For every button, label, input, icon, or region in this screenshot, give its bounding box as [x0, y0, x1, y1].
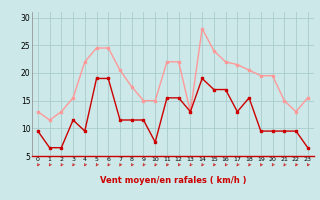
X-axis label: Vent moyen/en rafales ( km/h ): Vent moyen/en rafales ( km/h ) [100, 176, 246, 185]
